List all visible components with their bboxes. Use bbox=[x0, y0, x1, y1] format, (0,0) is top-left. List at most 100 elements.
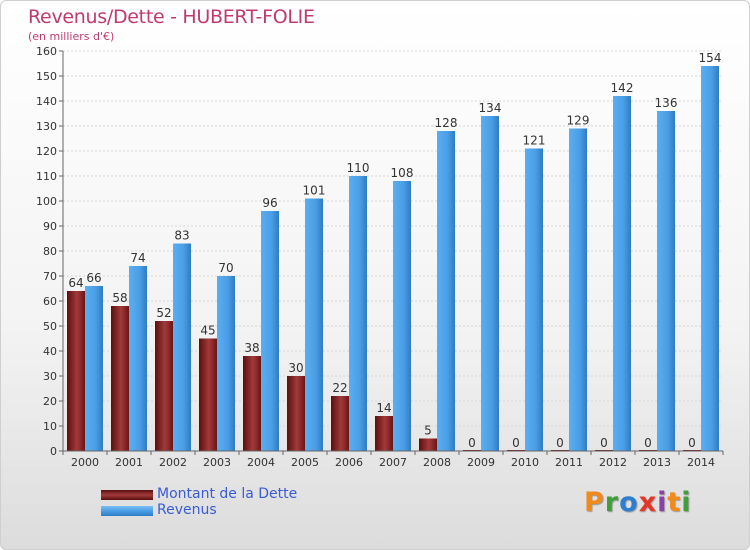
x-tick-label: 2008 bbox=[423, 456, 451, 469]
x-tick-label: 2005 bbox=[291, 456, 319, 469]
unit-label: (en milliers d'€) bbox=[28, 30, 115, 43]
x-tick-label: 2011 bbox=[555, 456, 583, 469]
x-tick-label: 2010 bbox=[511, 456, 539, 469]
y-tick-label: 110 bbox=[36, 170, 57, 183]
data-label-revenus: 96 bbox=[262, 196, 277, 210]
data-label-dette: 22 bbox=[332, 381, 347, 395]
data-label-dette: 58 bbox=[112, 291, 127, 305]
bar-revenus bbox=[525, 148, 543, 451]
x-tick-label: 2000 bbox=[71, 456, 99, 469]
legend-swatch-revenus bbox=[101, 506, 153, 516]
data-label-dette: 5 bbox=[424, 424, 432, 438]
data-label-dette: 0 bbox=[556, 436, 564, 450]
x-axis: 2000 2001 2002 2003 2004 2005 2006 2007 2008 2009… bbox=[62, 450, 724, 469]
y-tick-label: 70 bbox=[43, 270, 57, 283]
bar-dette bbox=[111, 306, 129, 451]
data-label-revenus: 128 bbox=[435, 116, 458, 130]
bar-revenus bbox=[701, 66, 719, 451]
brand-letter: x bbox=[638, 487, 658, 518]
y-tick-label: 120 bbox=[36, 145, 57, 158]
y-tick-label: 30 bbox=[43, 370, 57, 383]
x-tick-label: 2002 bbox=[159, 456, 187, 469]
x-tick-label: 2003 bbox=[203, 456, 231, 469]
chart-title: Revenus/Dette - HUBERT-FOLIE bbox=[28, 6, 315, 28]
brand-logo: Proxiti bbox=[584, 487, 692, 518]
data-label-revenus: 134 bbox=[479, 101, 502, 115]
y-tick-label: 40 bbox=[43, 345, 57, 358]
data-label-dette: 0 bbox=[600, 436, 608, 450]
brand-letter: o bbox=[619, 487, 639, 518]
y-tick-label: 150 bbox=[36, 70, 57, 83]
bar-revenus bbox=[129, 266, 147, 451]
data-label-revenus: 110 bbox=[347, 161, 370, 175]
legend-swatch-dette bbox=[101, 490, 153, 500]
y-tick-label: 100 bbox=[36, 195, 57, 208]
bar-revenus bbox=[85, 286, 103, 451]
data-label-dette: 64 bbox=[68, 276, 83, 290]
y-tick-label: 50 bbox=[43, 320, 57, 333]
bar-revenus bbox=[393, 181, 411, 451]
data-label-revenus: 121 bbox=[523, 134, 546, 148]
bar-dette bbox=[199, 338, 217, 451]
x-tick-label: 2012 bbox=[599, 456, 627, 469]
bar-revenus bbox=[173, 243, 191, 451]
brand-letter: i bbox=[681, 487, 692, 518]
bar-revenus bbox=[437, 131, 455, 451]
bar-dette bbox=[243, 356, 261, 451]
brand-letter: i bbox=[657, 487, 668, 518]
data-label-revenus: 142 bbox=[611, 81, 634, 95]
bar-dette bbox=[287, 376, 305, 451]
data-label-dette: 0 bbox=[468, 436, 476, 450]
data-label-revenus: 101 bbox=[303, 184, 326, 198]
bar-revenus bbox=[349, 176, 367, 451]
bar-revenus bbox=[569, 128, 587, 451]
data-label-revenus: 136 bbox=[655, 96, 678, 110]
bar-dette bbox=[155, 321, 173, 451]
bar-revenus bbox=[217, 276, 235, 451]
y-tick-label: 60 bbox=[43, 295, 57, 308]
bar-dette bbox=[67, 291, 85, 451]
x-tick-label: 2006 bbox=[335, 456, 363, 469]
data-label-revenus: 129 bbox=[567, 114, 590, 128]
legend-label-revenus: Revenus bbox=[157, 502, 217, 518]
legend-label-dette: Montant de la Dette bbox=[157, 486, 298, 502]
data-label-dette: 14 bbox=[376, 401, 391, 415]
bars bbox=[67, 66, 719, 451]
brand-letter: t bbox=[667, 487, 682, 518]
bar-revenus bbox=[261, 211, 279, 451]
data-label-revenus: 66 bbox=[86, 271, 101, 285]
data-label-revenus: 74 bbox=[130, 251, 145, 265]
data-label-revenus: 83 bbox=[174, 229, 189, 243]
data-label-dette: 0 bbox=[512, 436, 520, 450]
data-label-revenus: 108 bbox=[391, 166, 414, 180]
x-tick-label: 2009 bbox=[467, 456, 495, 469]
bar-dette bbox=[419, 438, 437, 451]
x-tick-label: 2007 bbox=[379, 456, 407, 469]
data-label-dette: 45 bbox=[200, 324, 215, 338]
data-labels: 64 66 58 74 52 83 45 70 38 96 30 101 22 110 14 108 5 128 0… bbox=[68, 51, 721, 450]
brand-letter: r bbox=[604, 487, 620, 518]
data-label-dette: 38 bbox=[244, 341, 259, 355]
x-tick-label: 2013 bbox=[643, 456, 671, 469]
y-tick-label: 20 bbox=[43, 395, 57, 408]
y-tick-label: 160 bbox=[36, 45, 57, 58]
brand-letter: P bbox=[584, 487, 605, 518]
y-tick-label: 10 bbox=[43, 420, 57, 433]
bar-revenus bbox=[481, 116, 499, 451]
y-tick-label: 130 bbox=[36, 120, 57, 133]
y-tick-label: 0 bbox=[50, 445, 57, 458]
x-tick-label: 2001 bbox=[115, 456, 143, 469]
bar-dette bbox=[331, 396, 349, 451]
data-label-revenus: 154 bbox=[699, 51, 722, 65]
data-label-dette: 52 bbox=[156, 306, 171, 320]
y-tick-label: 140 bbox=[36, 95, 57, 108]
data-label-dette: 0 bbox=[688, 436, 696, 450]
data-label-revenus: 70 bbox=[218, 261, 233, 275]
x-tick-label: 2014 bbox=[687, 456, 715, 469]
y-axis: 0 10 20 30 40 50 60 70 80 90 100 110 120 130 140 150 160 bbox=[36, 45, 64, 458]
y-tick-label: 80 bbox=[43, 245, 57, 258]
bar-revenus bbox=[657, 111, 675, 451]
y-tick-label: 90 bbox=[43, 220, 57, 233]
